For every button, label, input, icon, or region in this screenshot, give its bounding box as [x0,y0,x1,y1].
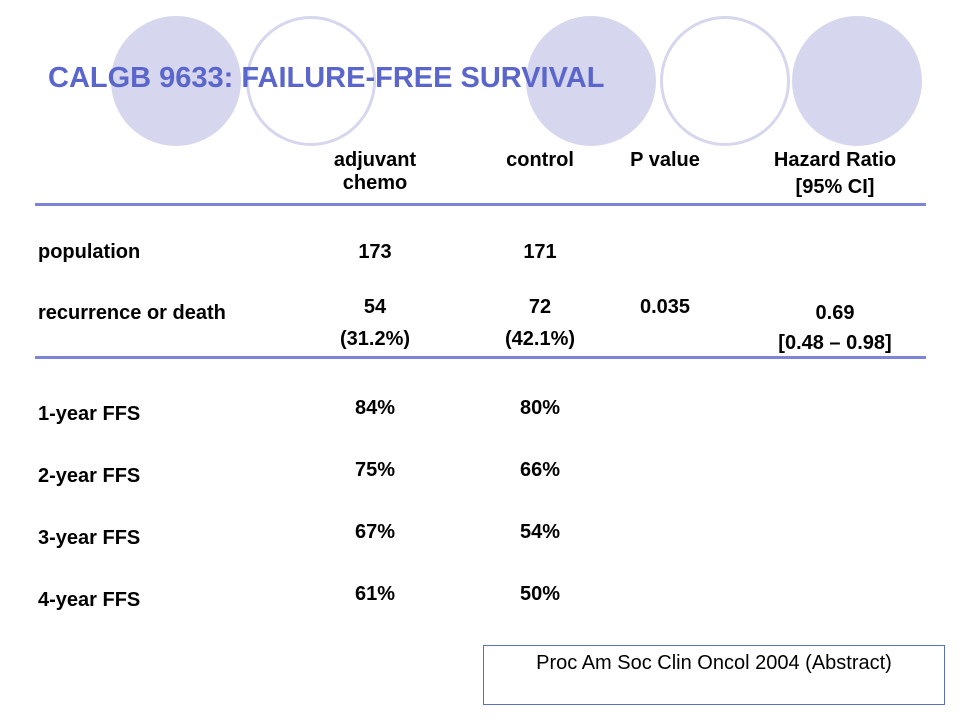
decor-circle-1 [111,16,241,146]
decor-circle-2 [246,16,376,146]
header-hazard-ratio-line1: Hazard Ratio [773,149,897,171]
ffs-4-control: 50% [519,583,561,605]
row-label-ffs-4: 4-year FFS [38,589,141,611]
recurrence-adjuvant: 54 (31.2%) [300,296,450,351]
decor-circle-4 [660,16,790,146]
ffs-3-control: 54% [519,521,561,543]
row-label-population: population [38,241,141,263]
citation-text: Proc Am Soc Clin Oncol 2004 (Abstract) [536,652,892,674]
recurrence-p-value: 0.035 [639,296,691,318]
header-hazard-ratio-line2: [95% CI] [795,176,875,198]
ffs-3-adjuvant: 67% [354,521,396,543]
table-rule-top [35,203,926,206]
ffs-2-control: 66% [519,459,561,481]
header-control: control [506,149,574,171]
recurrence-control-count: 72 [528,296,552,318]
population-adjuvant: 173 [358,241,392,263]
header-adjuvant-chemo: adjuvant chemo [333,149,417,194]
ffs-4-adjuvant: 61% [354,583,396,605]
citation-box: Proc Am Soc Clin Oncol 2004 (Abstract) [483,645,945,705]
hazard-ratio-value: 0.69 [815,302,855,324]
hazard-ratio-ci: [0.48 – 0.98] [778,332,892,354]
ffs-1-control: 80% [519,397,561,419]
header-hazard-ratio: Hazard Ratio [95% CI] [750,149,920,199]
row-label-ffs-2: 2-year FFS [38,465,141,487]
decor-circle-3 [526,16,656,146]
row-label-ffs-1: 1-year FFS [38,403,141,425]
recurrence-adjuvant-percent: (31.2%) [339,328,411,350]
slide-title: CALGB 9633: FAILURE-FREE SURVIVAL [48,62,605,94]
recurrence-hazard-ratio: 0.69 [0.48 – 0.98] [750,302,920,355]
population-control: 171 [523,241,557,263]
decor-circle-5 [792,16,922,146]
table-rule-middle [35,356,926,359]
ffs-1-adjuvant: 84% [354,397,396,419]
row-label-recurrence: recurrence or death [38,302,226,324]
recurrence-control: 72 (42.1%) [480,296,600,351]
header-p-value: P value [630,149,700,171]
recurrence-control-percent: (42.1%) [504,328,576,350]
ffs-2-adjuvant: 75% [354,459,396,481]
row-label-ffs-3: 3-year FFS [38,527,141,549]
recurrence-adjuvant-count: 54 [363,296,387,318]
